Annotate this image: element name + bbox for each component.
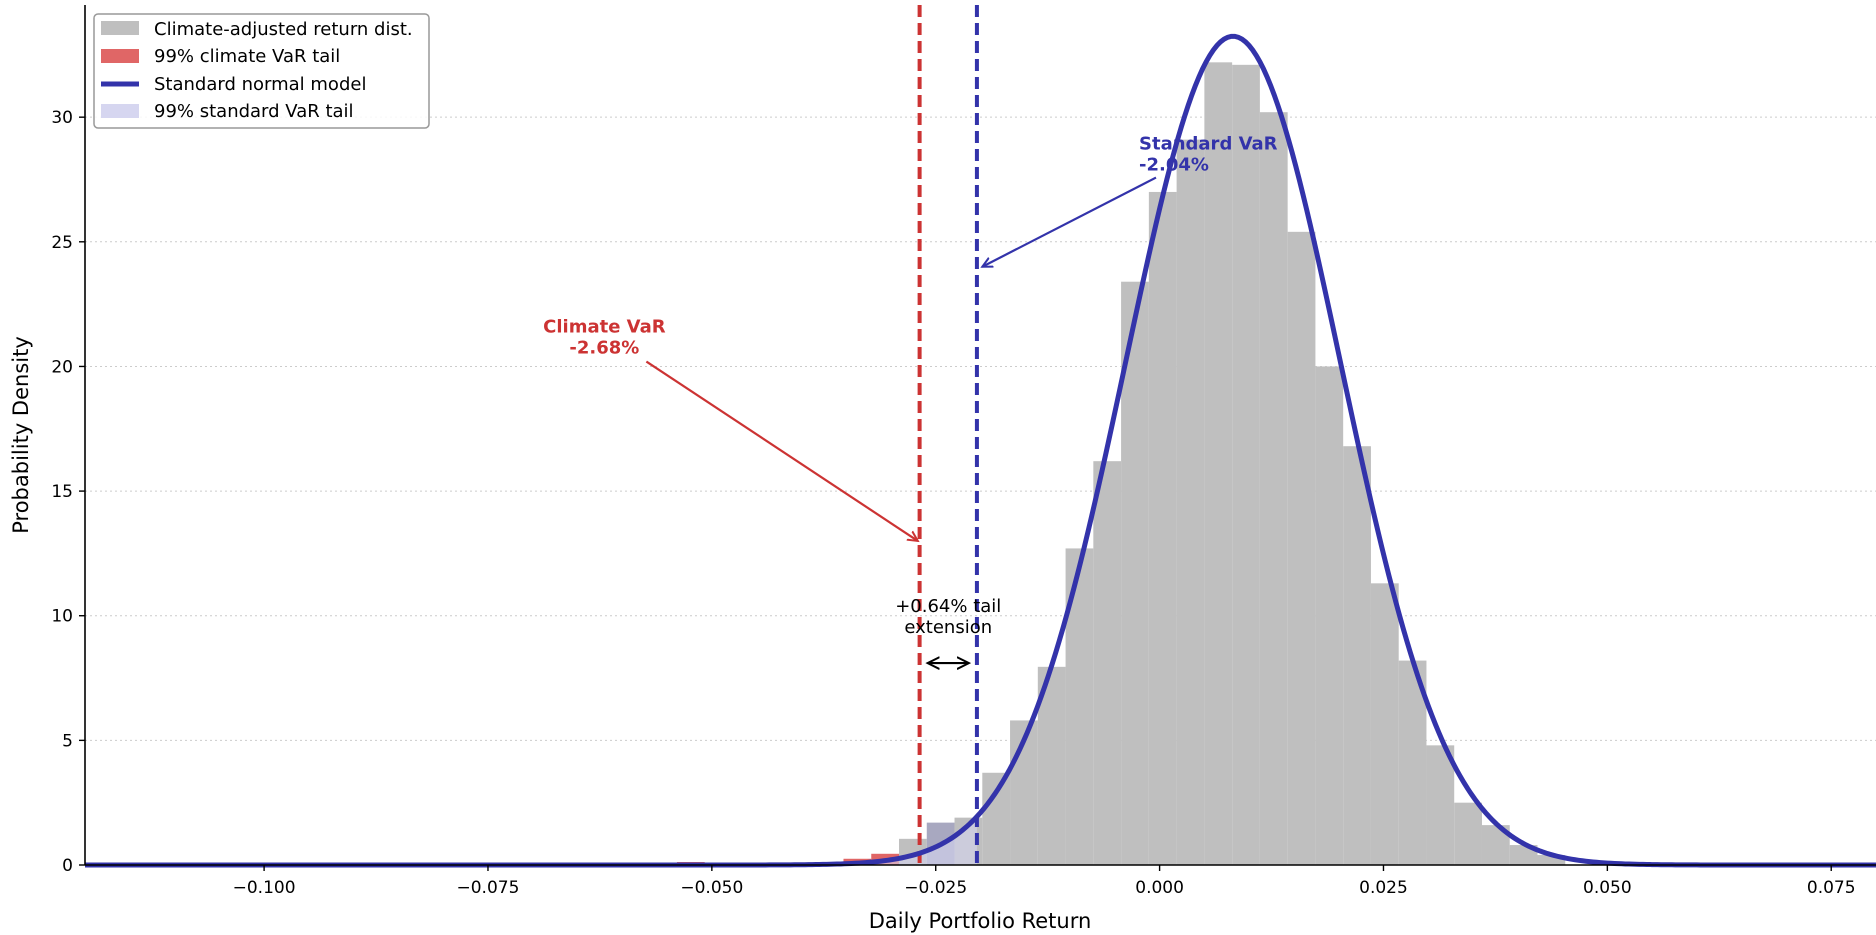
tail-extension-label-line2: extension: [904, 617, 992, 638]
histogram-bar-16: [1232, 64, 1260, 865]
histogram-bar-24: [1454, 802, 1482, 865]
legend-swatch-standard-tail: [101, 104, 139, 118]
x-tick-label-4: 0.000: [1135, 878, 1184, 898]
x-axis-label: Daily Portfolio Return: [869, 909, 1092, 933]
legend-label-climate-tail: 99% climate VaR tail: [154, 46, 340, 67]
x-tick-label-2: −0.050: [680, 878, 743, 898]
standard-var-label-value: -2.04%: [1139, 155, 1209, 176]
histogram-bar-17: [1259, 112, 1288, 865]
y-tick-label-6: 30: [51, 108, 73, 128]
grid-lines: [85, 116, 1876, 741]
y-tick-label-0: 0: [62, 856, 73, 876]
histogram-bar-19: [1315, 366, 1344, 865]
y-axis-label: Probability Density: [9, 336, 33, 534]
standard-var-label-title: Standard VaR: [1139, 134, 1278, 155]
x-tick-label-1: −0.075: [457, 878, 520, 898]
histogram-bar-20: [1343, 446, 1371, 865]
y-tick-label-5: 25: [51, 233, 73, 253]
histogram-bar-21: [1370, 583, 1399, 865]
y-tick-label-4: 20: [51, 357, 73, 377]
histogram-bar-18: [1287, 231, 1316, 865]
climate-var-label-title: Climate VaR: [543, 317, 666, 338]
histogram-bars: [85, 62, 1566, 866]
legend-frame: [93, 13, 430, 129]
histogram-bar-11: [1093, 461, 1122, 865]
histogram-bar-13: [1148, 191, 1177, 865]
histogram-bar-15: [1204, 62, 1233, 866]
axes: [84, 5, 1876, 866]
legend: Climate-adjusted return dist. 99% climat…: [93, 13, 430, 129]
climate-var-label-value: -2.68%: [569, 338, 639, 359]
x-tick-label-6: 0.050: [1583, 878, 1632, 898]
x-tick-label-7: 0.075: [1807, 878, 1856, 898]
legend-swatch-histogram: [101, 21, 139, 35]
histogram-bar-27: [1537, 855, 1566, 865]
histogram-bar-12: [1121, 281, 1149, 865]
x-tick-label-0: −0.100: [233, 878, 296, 898]
histogram-bar-14: [1176, 139, 1205, 865]
legend-label-histogram: Climate-adjusted return dist.: [154, 19, 413, 40]
legend-label-standard-tail: 99% standard VaR tail: [154, 101, 354, 122]
histogram-bar-23: [1426, 745, 1455, 865]
histogram-bar-26: [1509, 845, 1538, 865]
var-lines: [917, 5, 979, 865]
histogram-bar-7: [982, 772, 1011, 865]
standard-var-arrow: [982, 176, 1157, 267]
legend-label-curve: Standard normal model: [154, 74, 366, 95]
climate-var-arrow: [645, 360, 917, 541]
y-tick-label-1: 5: [62, 731, 73, 751]
tick-labels: −0.100 −0.075 −0.050 −0.025 0.000 0.025 0.050 0…: [51, 108, 1855, 898]
standard-var-tail-area: [85, 816, 977, 865]
annotations: Climate VaR -2.68% Standard VaR -2.04% +…: [543, 134, 1278, 664]
legend-swatch-climate-tail: [101, 49, 139, 63]
y-tick-label-3: 15: [51, 482, 73, 502]
tail-extension-label-line1: +0.64% tail: [895, 596, 1001, 617]
x-tick-label-5: 0.025: [1359, 878, 1408, 898]
x-tick-label-3: −0.025: [904, 878, 967, 898]
y-tick-label-2: 10: [51, 607, 73, 627]
